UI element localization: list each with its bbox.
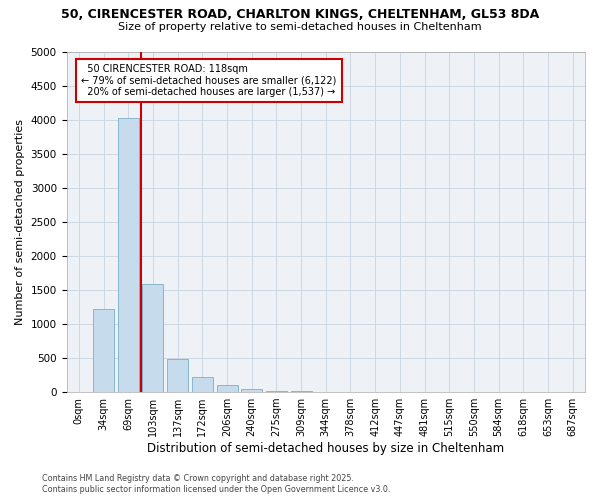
Text: Size of property relative to semi-detached houses in Cheltenham: Size of property relative to semi-detach… [118,22,482,32]
Bar [118,118,139,392]
Bar [142,284,163,392]
Bar [192,377,213,392]
Bar [93,309,114,392]
Text: 50, CIRENCESTER ROAD, CHARLTON KINGS, CHELTENHAM, GL53 8DA: 50, CIRENCESTER ROAD, CHARLTON KINGS, CH… [61,8,539,20]
Text: Contains HM Land Registry data © Crown copyright and database right 2025.
Contai: Contains HM Land Registry data © Crown c… [42,474,391,494]
Bar [241,388,262,392]
Bar [266,390,287,392]
Text: 50 CIRENCESTER ROAD: 118sqm
← 79% of semi-detached houses are smaller (6,122)
  : 50 CIRENCESTER ROAD: 118sqm ← 79% of sem… [82,64,337,97]
Bar [217,386,238,392]
Bar [167,360,188,392]
X-axis label: Distribution of semi-detached houses by size in Cheltenham: Distribution of semi-detached houses by … [147,442,505,455]
Y-axis label: Number of semi-detached properties: Number of semi-detached properties [15,119,25,325]
